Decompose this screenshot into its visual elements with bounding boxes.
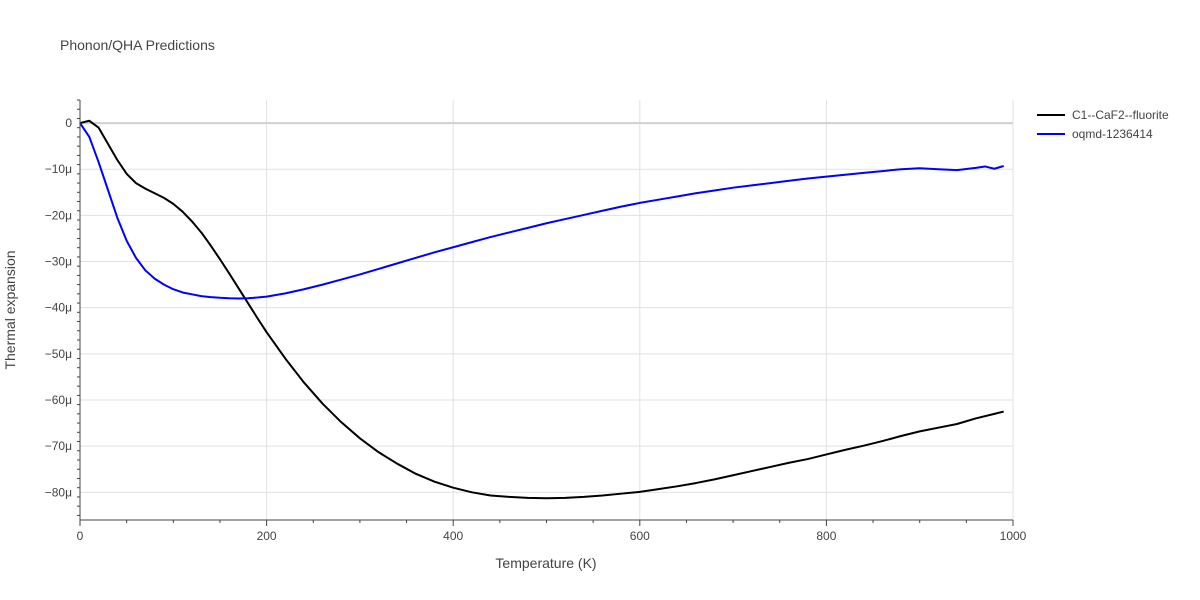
y-tick-label: 0 <box>65 116 72 130</box>
x-tick-label: 800 <box>816 529 836 543</box>
y-tick-label: −60μ <box>45 393 72 407</box>
tick-labels: 0 200 400 600 800 1000 0 −10μ −20μ −30μ −40μ −50μ −6… <box>45 116 1027 543</box>
x-tick-label: 1000 <box>1000 529 1027 543</box>
legend-label: oqmd-1236414 <box>1072 127 1153 141</box>
series-line-C1--CaF2--fluorite <box>79 119 1004 500</box>
legend-item[interactable]: C1--CaF2--fluorite <box>1037 108 1169 122</box>
series-line-oqmd-1236414 <box>79 122 1004 300</box>
legend[interactable]: C1--CaF2--fluorite oqmd-1236414 <box>1037 108 1169 141</box>
y-tick-label: −50μ <box>45 347 72 361</box>
y-tick-label: −40μ <box>45 301 72 315</box>
y-tick-label: −20μ <box>45 208 72 222</box>
y-axis-label: Thermal expansion <box>2 250 18 369</box>
series-layer <box>79 119 1004 500</box>
y-tick-label: −70μ <box>45 439 72 453</box>
legend-label: C1--CaF2--fluorite <box>1072 108 1169 122</box>
x-tick-label: 600 <box>630 529 650 543</box>
y-tick-label: −30μ <box>45 255 72 269</box>
x-tick-label: 0 <box>77 529 84 543</box>
grid-lines <box>80 100 1014 520</box>
x-axis-label: Temperature (K) <box>495 555 596 571</box>
chart-title: Phonon/QHA Predictions <box>60 37 215 53</box>
y-tick-label: −10μ <box>45 162 72 176</box>
y-tick-label: −80μ <box>45 485 72 499</box>
x-tick-label: 400 <box>443 529 463 543</box>
axes <box>77 99 1014 526</box>
x-tick-label: 200 <box>257 529 277 543</box>
legend-item[interactable]: oqmd-1236414 <box>1037 127 1153 141</box>
